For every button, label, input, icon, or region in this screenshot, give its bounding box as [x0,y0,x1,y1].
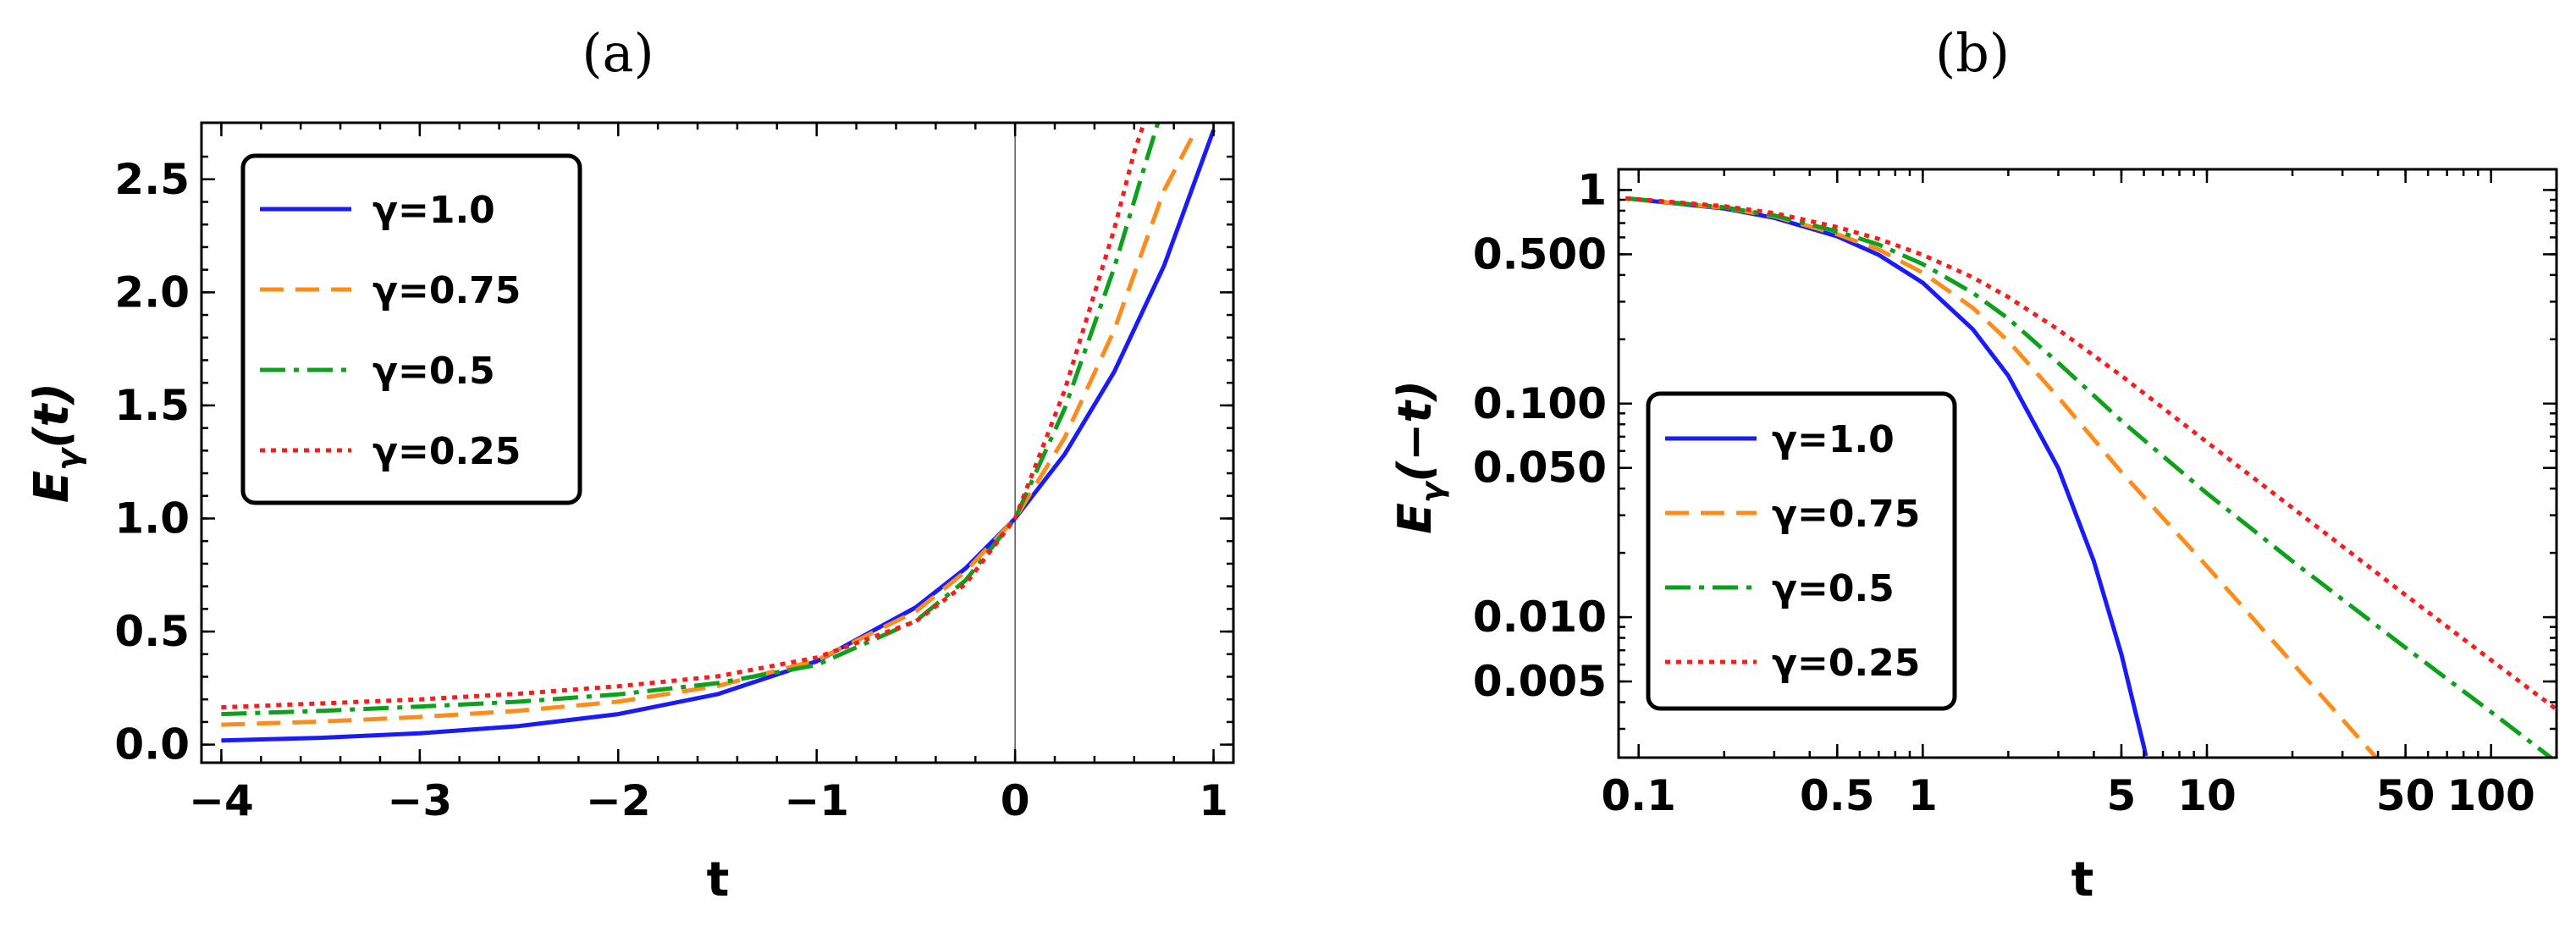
panel-b-y-label-arg: (−t) [1388,380,1442,482]
panel-b-legend-label-1: γ=1.0 [1772,418,1895,461]
panel-b-x-ticks: 0.1 0.5 1 5 10 50 100 [1601,169,2535,820]
panel-b-chart: (b) 0.1 0.5 1 5 10 50 100 0.005 0.010 0.050 0.100… [1388,22,2558,907]
panel-a-legend-box [240,153,582,505]
panel-b-plot-area [1625,196,2557,758]
panel-a-x-tick-label: 1 [1199,776,1228,825]
panel-b-legend-label-3: γ=0.5 [1772,567,1895,610]
panel-a-legend-label-4: γ=0.25 [372,430,521,473]
panel-a-chart: (a) −4 −3 −2 −1 0 1 0.0 0.5 1.0 1.5 2.0 2.5 t Eγ(t… [25,22,1235,907]
panel-b-title: (b) [1935,22,2010,84]
panel-a-y-tick-label: 0.5 [114,607,190,656]
panel-b-x-tick-label: 1 [1908,771,1938,820]
panel-b-x-tick-label: 10 [2177,771,2237,820]
panel-b-legend: γ=1.0 γ=0.75 γ=0.5 γ=0.25 [1646,391,1957,711]
panel-a-x-tick-label: −3 [388,776,453,825]
panel-b-series-line-4 [1625,196,2557,711]
panel-a-x-tick-label: 0 [1001,776,1030,825]
panel-a-x-tick-label: −1 [784,776,849,825]
panel-a-plot-area [221,123,1216,763]
panel-b-x-tick-label: 0.1 [1601,771,1676,820]
panel-a-x-tick-label: −2 [586,776,651,825]
panel-b-x-tick-label: 100 [2446,771,2535,820]
panel-b-frame [1617,168,2558,759]
panel-b-legend-label-4: γ=0.25 [1772,642,1920,685]
panel-b-y-tick-label: 0.100 [1473,379,1607,428]
panel-a-y-tick-label: 1.0 [114,494,190,543]
panel-a-legend-label-1: γ=1.0 [372,189,495,232]
panel-b-y-label-sub: γ [1415,480,1450,503]
panel-b-x-axis-label: t [2071,852,2094,907]
panel-b-legend-label-2: γ=0.75 [1772,493,1920,536]
panel-a-y-label-arg: (t) [25,383,80,449]
panel-b-y-tick-label: 0.500 [1473,229,1607,278]
panel-b-y-tick-label: 0.005 [1473,657,1607,706]
panel-a-series-line-3 [221,123,1161,717]
panel-a-y-tick-label: 0.0 [114,720,190,769]
panel-a-title: (a) [582,22,654,84]
panel-a-y-label-sub: γ [50,446,87,471]
panel-b-x-tick-label: 5 [2107,771,2137,820]
panel-a-legend-label-2: γ=0.75 [372,269,521,312]
panel-b-y-axis-label: Eγ(−t) [1388,380,1450,534]
panel-a-y-ticks: 0.0 0.5 1.0 1.5 2.0 2.5 [114,155,1233,769]
panel-b-y-tick-label: 1 [1577,165,1607,214]
panel-a-x-axis-label: t [707,852,730,907]
panel-a-y-tick-label: 2.5 [114,155,190,204]
panel-a-x-ticks: −4 −3 −2 −1 0 1 [189,123,1228,825]
panel-b-x-tick-label: 50 [2376,771,2435,820]
panel-a-legend-label-3: γ=0.5 [372,350,495,393]
panel-b-series-line-2 [1625,196,2380,758]
panel-b-y-label-main: E [1388,503,1442,534]
panel-b-series-line-3 [1625,196,2555,758]
panel-b-legend-box [1646,391,1957,711]
panel-a-series-line-2 [221,133,1196,727]
panel-a-y-axis-label: Eγ(t) [25,383,87,503]
panel-b-y-tick-label: 0.050 [1473,444,1607,493]
panel-b-y-ticks: 0.005 0.010 0.050 0.100 0.500 1 [1473,165,2557,731]
panel-a-x-tick-label: −4 [189,776,254,825]
panel-a-series-line-4 [221,123,1146,710]
panel-b-x-tick-label: 0.5 [1800,771,1875,820]
panel-a-frame [200,121,1235,764]
panel-a-y-tick-label: 2.0 [114,267,190,317]
panel-a-y-label-main: E [25,471,80,503]
panel-a-legend: γ=1.0 γ=0.75 γ=0.5 γ=0.25 [240,153,582,505]
panel-b-y-tick-label: 0.010 [1473,593,1607,642]
panel-a-y-tick-label: 1.5 [114,381,190,430]
